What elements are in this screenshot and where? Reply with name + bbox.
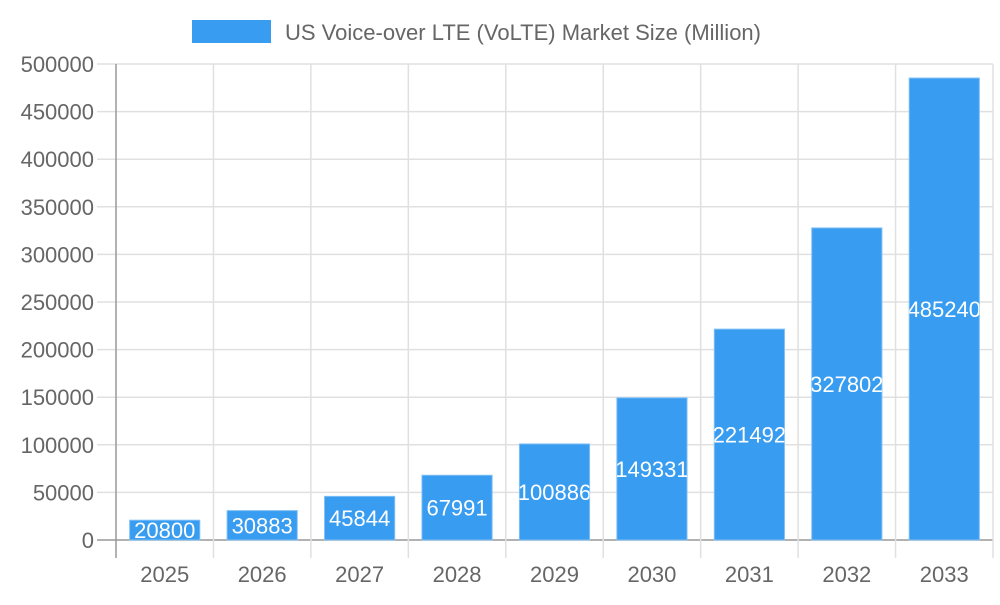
bar-group[interactable]: 30883 — [226, 510, 298, 541]
bar-value-label: 327802 — [810, 372, 883, 397]
bar-group[interactable]: 45844 — [324, 495, 396, 541]
bar-group[interactable]: 485240 — [908, 77, 981, 541]
bar[interactable] — [616, 397, 688, 541]
bar-value-label: 20800 — [134, 518, 195, 543]
bar-value-label: 45844 — [329, 506, 390, 531]
axes: 0 50000 100000 150000 200000 250000 300000 3500… — [21, 52, 969, 587]
y-tick-label: 400000 — [21, 147, 94, 172]
bar-group[interactable]: 327802 — [810, 227, 883, 541]
bar-value-label: 485240 — [908, 297, 981, 322]
bar[interactable] — [324, 495, 396, 541]
x-tick-label: 2028 — [433, 562, 482, 587]
x-tick-label: 2029 — [530, 562, 579, 587]
x-tick-label: 2030 — [627, 562, 676, 587]
bar[interactable] — [421, 474, 493, 541]
bar[interactable] — [226, 510, 298, 541]
x-tick-label: 2033 — [920, 562, 969, 587]
bar[interactable] — [811, 227, 883, 541]
bar-group[interactable]: 20800 — [129, 518, 201, 543]
bar-value-label: 221492 — [713, 423, 786, 448]
bar-value-label: 100886 — [518, 480, 591, 505]
bar[interactable] — [713, 328, 785, 541]
bar-value-label: 67991 — [426, 496, 487, 521]
grid — [97, 63, 994, 558]
bar[interactable] — [129, 519, 201, 541]
bar-group[interactable]: 67991 — [421, 474, 493, 541]
x-tick-label: 2032 — [822, 562, 871, 587]
bar-group[interactable]: 149331 — [615, 397, 688, 541]
x-tick-label: 2026 — [238, 562, 287, 587]
bar-group[interactable]: 221492 — [713, 328, 786, 541]
x-tick-label: 2027 — [335, 562, 384, 587]
legend-label: US Voice-over LTE (VoLTE) Market Size (M… — [285, 20, 761, 45]
y-tick-label: 350000 — [21, 195, 94, 220]
y-tick-label: 300000 — [21, 242, 94, 267]
bars: 20800 30883 45844 67991 100886 149331 221492 32… — [129, 77, 981, 543]
y-tick-label: 450000 — [21, 100, 94, 125]
y-tick-label: 150000 — [21, 385, 94, 410]
x-tick-label: 2031 — [725, 562, 774, 587]
y-tick-label: 50000 — [33, 480, 94, 505]
bar[interactable] — [908, 77, 980, 541]
x-tick-label: 2025 — [140, 562, 189, 587]
legend[interactable]: US Voice-over LTE (VoLTE) Market Size (M… — [192, 20, 761, 45]
bar-value-label: 149331 — [615, 457, 688, 482]
y-tick-label: 200000 — [21, 338, 94, 363]
bar-value-label: 30883 — [232, 513, 293, 538]
bar[interactable] — [518, 443, 591, 541]
y-tick-label: 0 — [82, 528, 94, 553]
y-tick-label: 250000 — [21, 290, 94, 315]
y-tick-label: 500000 — [21, 52, 94, 77]
legend-swatch — [192, 20, 271, 43]
y-tick-label: 100000 — [21, 433, 94, 458]
bar-group[interactable]: 100886 — [518, 443, 591, 541]
